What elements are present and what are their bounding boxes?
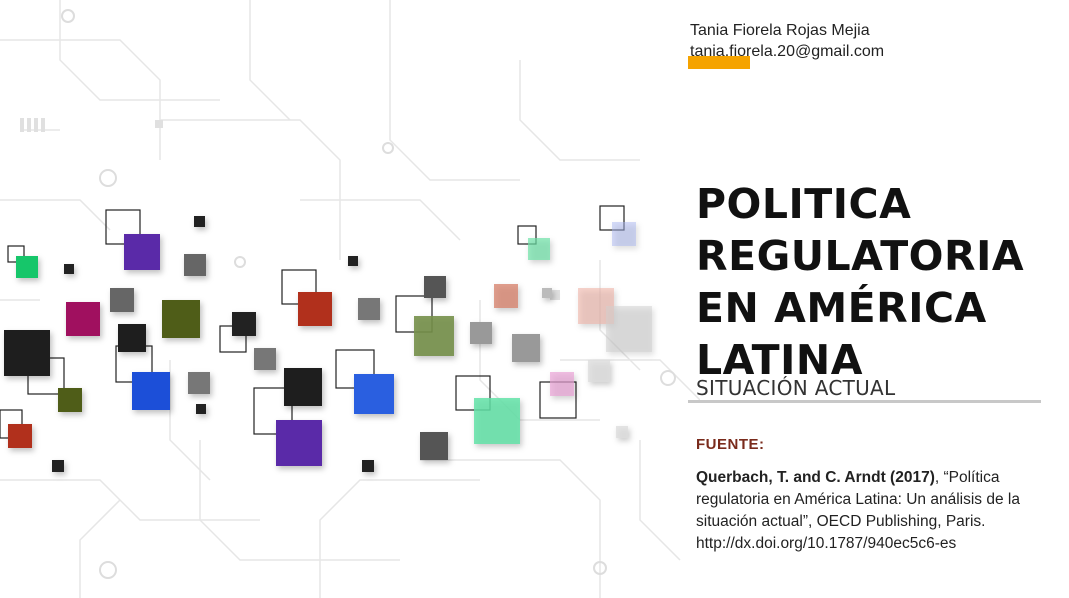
author-block: Tania Fiorela Rojas Mejia tania.fiorela.… [690, 20, 884, 62]
page-title: POLITICA REGULATORIA EN AMÉRICA LATINA [696, 178, 1056, 386]
decorative-squares-graphic [0, 0, 700, 598]
author-email[interactable]: tania.fiorela.20@gmail.com [690, 43, 885, 60]
page-subtitle: SITUACIÓN ACTUAL [696, 376, 896, 400]
title-line: EN AMÉRICA [696, 284, 987, 332]
author-name: Tania Fiorela Rojas Mejia [690, 22, 870, 39]
citation: Querbach, T. and C. Arndt (2017), “Polít… [696, 467, 1041, 555]
email-highlight-mark [688, 56, 750, 69]
circuit-bars [20, 118, 560, 300]
circuit-nodes [61, 9, 676, 579]
divider [688, 400, 1041, 403]
citation-doi-link[interactable]: http://dx.doi.org/10.1787/940ec5c6-es [696, 535, 957, 552]
title-line: LATINA [696, 336, 863, 384]
source-label: FUENTE: [696, 436, 765, 453]
title-line: POLITICA [696, 180, 912, 228]
filled-squares [4, 216, 652, 472]
citation-authors: Querbach, T. and C. Arndt (2017) [696, 469, 935, 486]
title-line: REGULATORIA [696, 232, 1025, 280]
citation-text: , “Política regulatoria en América Latin… [696, 469, 1020, 530]
